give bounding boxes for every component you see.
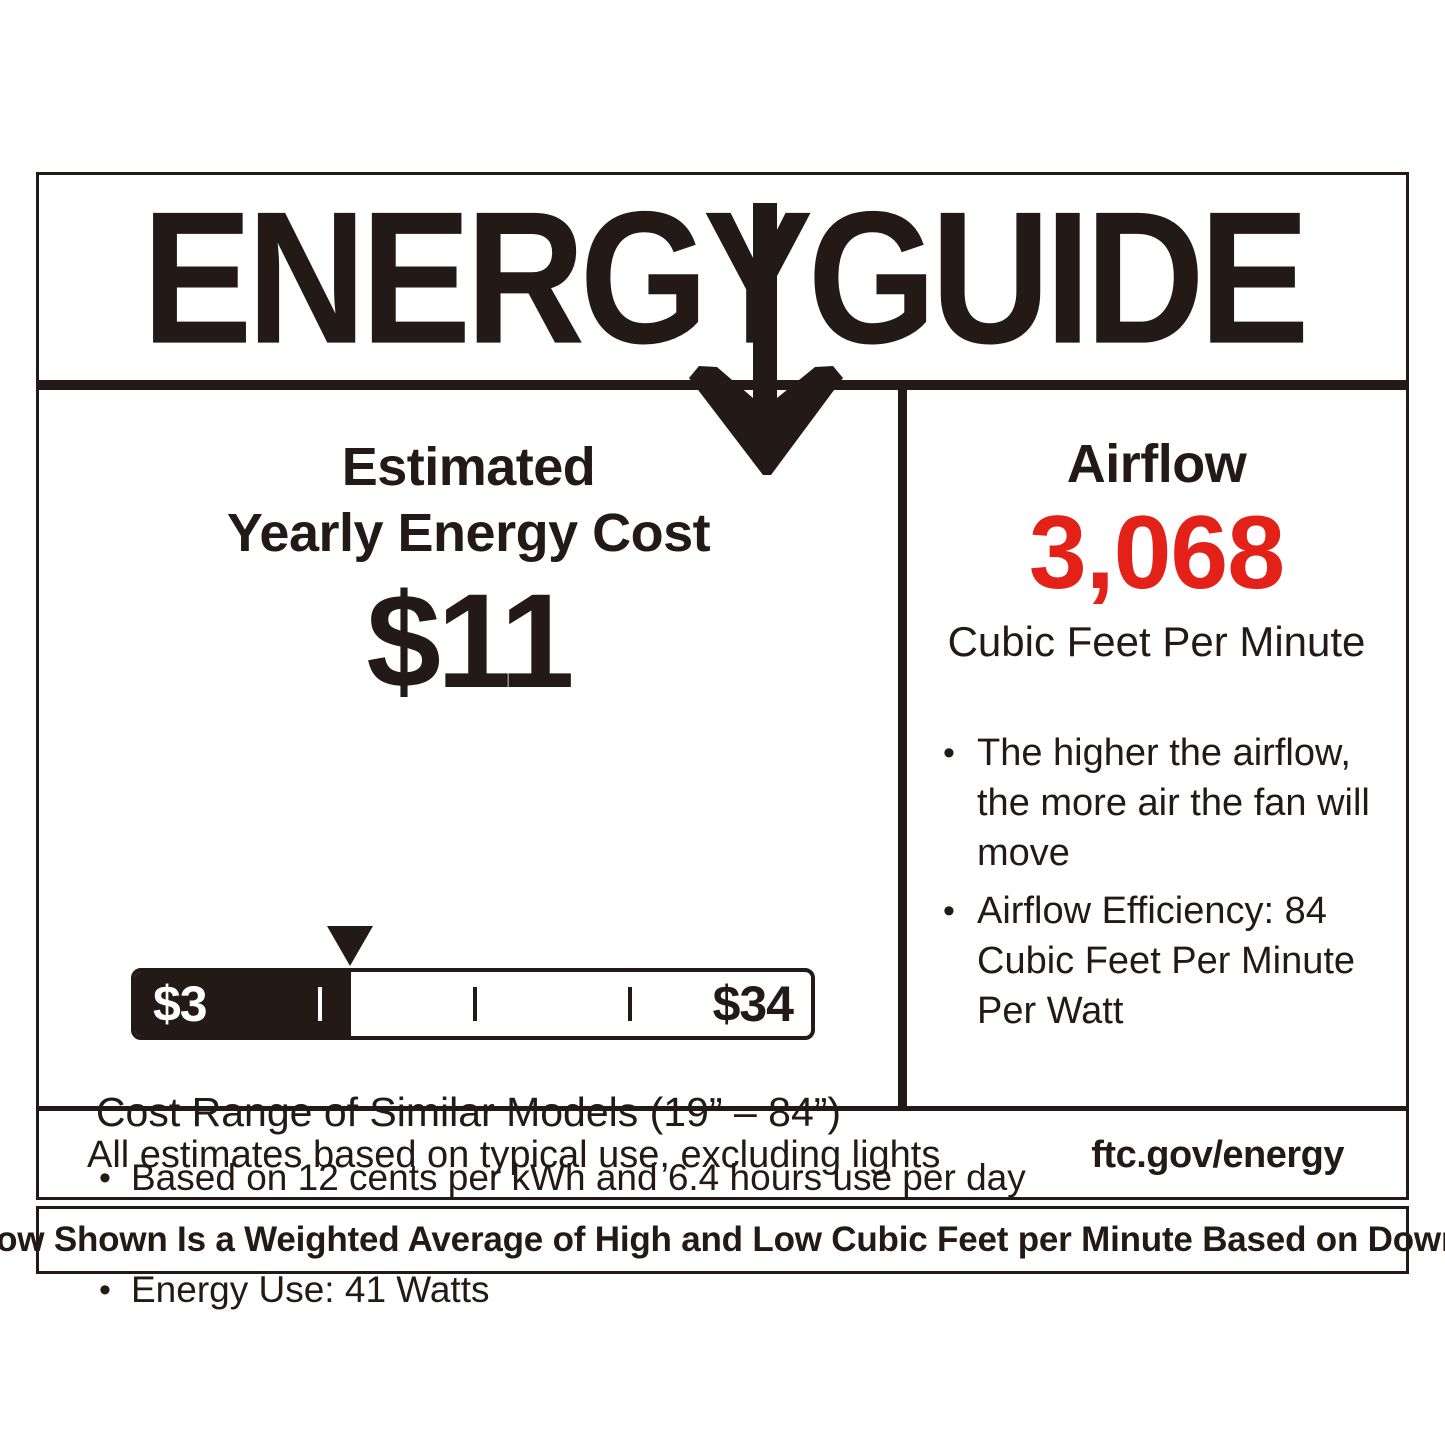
airflow-panel: Airflow 3,068 Cubic Feet Per Minute The … (907, 390, 1406, 1106)
footer-row: All estimates based on typical use, excl… (39, 1111, 1406, 1197)
cost-range-caption: Cost Range of Similar Models (19” – 84”) (95, 1089, 842, 1135)
list-item: The higher the airflow, the more air the… (937, 728, 1397, 878)
estimated-cost-panel: Estimated Yearly Energy Cost $11 $3 $34 … (39, 390, 1026, 1316)
airflow-units-label: Cubic Feet Per Minute (947, 618, 1366, 665)
cost-range-marker-triangle (326, 926, 373, 966)
energyguide-wordmark-text: ENERGYGUIDE (141, 175, 1310, 383)
cost-range-fill (135, 972, 352, 1036)
downrod-disclaimer-text: Airflow Shown Is a Weighted Average of H… (0, 1220, 1445, 1259)
ftc-energy-url[interactable]: ftc.gov/energy (1091, 1134, 1344, 1176)
cost-range-tick-3 (628, 987, 633, 1021)
estimated-cost-title-line2: Yearly Energy Cost (226, 503, 711, 563)
estimated-cost-title-line1: Estimated (341, 437, 596, 497)
energyguide-wordmark: ENERGYGUIDE (98, 183, 1347, 372)
airflow-value: 3,068 (1028, 495, 1285, 611)
list-item: Energy Use: 41 Watts (93, 1264, 893, 1316)
airflow-bullet-list: The higher the airflow, the more air the… (937, 728, 1397, 1044)
cost-range-bar: $3 $34 (131, 968, 815, 1040)
cost-range-chart: $3 $34 (131, 926, 815, 1040)
footer-divider-rule (39, 1106, 1406, 1111)
airflow-title: Airflow (1066, 434, 1247, 494)
cost-range-tick-1 (317, 987, 322, 1021)
cost-range-high-label: $34 (712, 976, 794, 1032)
footer-note: All estimates based on typical use, excl… (87, 1134, 941, 1176)
list-item: Based on 12 cents per kWh and 6.4 hours … (93, 1152, 1026, 1204)
label-main-frame: ENERGYGUIDE Estimated Yearly Energy Cost… (36, 172, 1409, 1316)
estimated-cost-value: $11 (366, 567, 574, 716)
downrod-disclaimer-box: Airflow Shown Is a Weighted Average of H… (0, 1206, 1445, 1274)
cost-range-tick-2 (473, 987, 477, 1021)
list-item: Airflow Efficiency: 84 Cubic Feet Per Mi… (937, 886, 1397, 1036)
panel-vertical-divider (898, 380, 907, 1106)
header-divider-rule (39, 380, 1406, 390)
cost-range-low-label: $3 (153, 976, 208, 1032)
estimated-cost-title: Estimated Yearly Energy Cost (39, 434, 898, 566)
label-header-band: ENERGYGUIDE (39, 175, 1406, 383)
